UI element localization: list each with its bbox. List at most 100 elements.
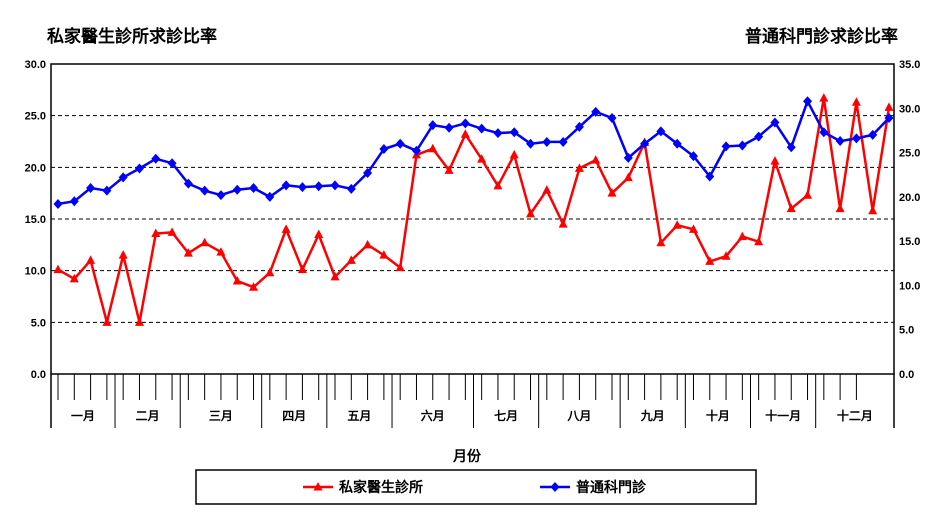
left-tick-label: 0.0 bbox=[31, 369, 46, 381]
data-point bbox=[53, 264, 63, 274]
right-tick-label: 25.0 bbox=[899, 148, 920, 160]
data-point bbox=[607, 113, 617, 124]
month-label: 十二月 bbox=[837, 408, 873, 423]
left-tick-label: 10.0 bbox=[25, 266, 46, 278]
data-point bbox=[297, 264, 307, 274]
data-point bbox=[477, 154, 487, 163]
left-tick-label: 25.0 bbox=[25, 111, 46, 123]
right-tick-label: 0.0 bbox=[899, 369, 914, 381]
data-point bbox=[851, 97, 861, 106]
data-point bbox=[428, 120, 438, 131]
data-point bbox=[770, 156, 780, 165]
data-point bbox=[754, 131, 764, 142]
right-tick-label: 5.0 bbox=[899, 325, 914, 337]
data-point bbox=[721, 251, 731, 260]
legend: 私家醫生診所 普通科門診 bbox=[195, 469, 757, 505]
data-point bbox=[558, 219, 568, 228]
right-tick-label: 20.0 bbox=[899, 192, 920, 204]
data-point bbox=[379, 144, 389, 155]
data-point bbox=[542, 136, 552, 147]
data-point bbox=[151, 228, 161, 237]
month-label: 十月 bbox=[706, 408, 730, 423]
data-point bbox=[232, 184, 242, 195]
data-point bbox=[721, 141, 731, 152]
right-tick-label: 35.0 bbox=[899, 59, 920, 71]
data-point bbox=[346, 255, 356, 264]
data-point bbox=[884, 102, 894, 111]
left-tick-label: 20.0 bbox=[25, 162, 46, 174]
data-point bbox=[444, 165, 454, 174]
data-point bbox=[493, 180, 503, 190]
data-point bbox=[216, 247, 226, 256]
data-point bbox=[835, 136, 845, 147]
gridlines bbox=[51, 115, 894, 323]
month-label: 八月 bbox=[566, 409, 591, 423]
data-point bbox=[460, 118, 470, 129]
data-point bbox=[803, 190, 813, 199]
month-label: 三月 bbox=[209, 409, 233, 423]
data-point bbox=[509, 149, 519, 159]
right-axis-ticks: 0.0 5.0 10.0 15.0 20.0 25.0 30.0 35.0 bbox=[899, 59, 920, 381]
data-point bbox=[265, 191, 275, 202]
data-point bbox=[411, 145, 421, 156]
legend-label: 私家醫生診所 bbox=[339, 479, 423, 496]
data-point bbox=[134, 317, 144, 326]
data-point bbox=[884, 113, 894, 124]
right-tick-label: 10.0 bbox=[899, 280, 920, 292]
data-point bbox=[509, 127, 519, 138]
month-label: 一月 bbox=[71, 409, 95, 423]
data-point bbox=[672, 138, 682, 149]
data-point bbox=[803, 96, 813, 107]
data-point bbox=[737, 140, 747, 151]
data-point bbox=[102, 317, 112, 326]
left-axis-ticks: 0.0 5.0 10.0 15.0 20.0 25.0 30.0 bbox=[25, 59, 46, 381]
right-tick-label: 30.0 bbox=[899, 103, 920, 115]
legend-swatch-marker bbox=[550, 482, 560, 492]
data-point bbox=[574, 121, 584, 132]
data-point bbox=[526, 138, 536, 149]
month-label: 五月 bbox=[347, 409, 371, 423]
data-point bbox=[69, 196, 79, 207]
data-point bbox=[542, 185, 552, 194]
data-point bbox=[591, 155, 601, 164]
data-point bbox=[477, 123, 487, 134]
data-point bbox=[770, 117, 780, 128]
x-axis-month-table bbox=[50, 374, 895, 428]
data-point bbox=[656, 126, 666, 137]
data-point bbox=[395, 138, 405, 149]
month-label: 六月 bbox=[421, 408, 445, 423]
series-line bbox=[57, 96, 891, 324]
data-point bbox=[558, 136, 568, 147]
legend-box bbox=[195, 469, 757, 505]
left-tick-label: 30.0 bbox=[25, 59, 46, 71]
data-point bbox=[249, 183, 259, 193]
data-point bbox=[200, 185, 210, 196]
legend-swatch-marker bbox=[313, 482, 323, 491]
data-point bbox=[640, 138, 650, 149]
data-point bbox=[118, 172, 128, 183]
data-point bbox=[591, 106, 601, 117]
data-point bbox=[705, 171, 715, 182]
data-point bbox=[868, 205, 878, 215]
data-point bbox=[86, 183, 96, 193]
right-tick-label: 15.0 bbox=[899, 236, 920, 248]
data-point bbox=[134, 163, 144, 174]
data-point bbox=[69, 273, 79, 283]
series-line bbox=[57, 99, 890, 206]
plot-area-frame bbox=[50, 63, 895, 375]
x-axis-month-labels: 一月 二月 三月 四月 五月 六月 七月 八月 九月 十月 十一月 十二月 bbox=[71, 408, 873, 423]
data-point bbox=[216, 190, 226, 201]
data-point bbox=[395, 262, 405, 272]
legend-label: 普通科門診 bbox=[576, 479, 647, 496]
data-point bbox=[656, 237, 666, 247]
data-point bbox=[118, 250, 128, 259]
data-point bbox=[167, 158, 177, 169]
data-point bbox=[460, 129, 470, 138]
data-point bbox=[102, 185, 112, 196]
data-point bbox=[607, 188, 617, 197]
data-point bbox=[200, 237, 210, 247]
data-point bbox=[86, 255, 96, 264]
series-red bbox=[53, 93, 894, 326]
data-point bbox=[672, 220, 682, 229]
